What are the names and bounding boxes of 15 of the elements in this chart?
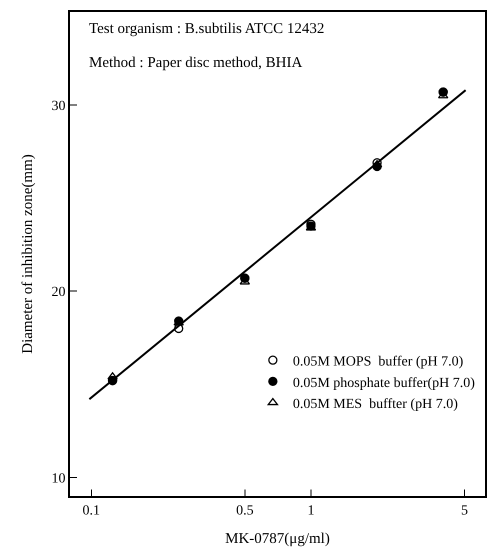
y-tick-label: 30 (51, 98, 66, 114)
y-tick-label: 10 (51, 471, 66, 486)
y-axis-title: Diameter of inhibition zone(mm) (20, 154, 36, 354)
y-tick-label: 20 (51, 285, 66, 300)
legend-label: 0.05M MES buffter (pH 7.0) (292, 397, 458, 412)
point (107, 372, 118, 380)
annotation: Method : Paper disc method, BHIA (89, 55, 302, 71)
x-axis-title: MK-0787(μg/ml) (225, 531, 330, 548)
legend-label: 0.05M MOPS buffer (pH 7.0) (292, 354, 464, 370)
legend-label: 0.05M phosphate buffer(pH 7.0) (292, 376, 476, 391)
x-tick-label: 0.1 (82, 504, 100, 519)
x-tick-label: 0.5 (236, 504, 254, 519)
annotation: Test organism : B.subtilis ATCC 12432 (89, 21, 324, 37)
x-tick-label: 1 (307, 504, 314, 519)
x-tick-label: 5 (460, 504, 468, 519)
